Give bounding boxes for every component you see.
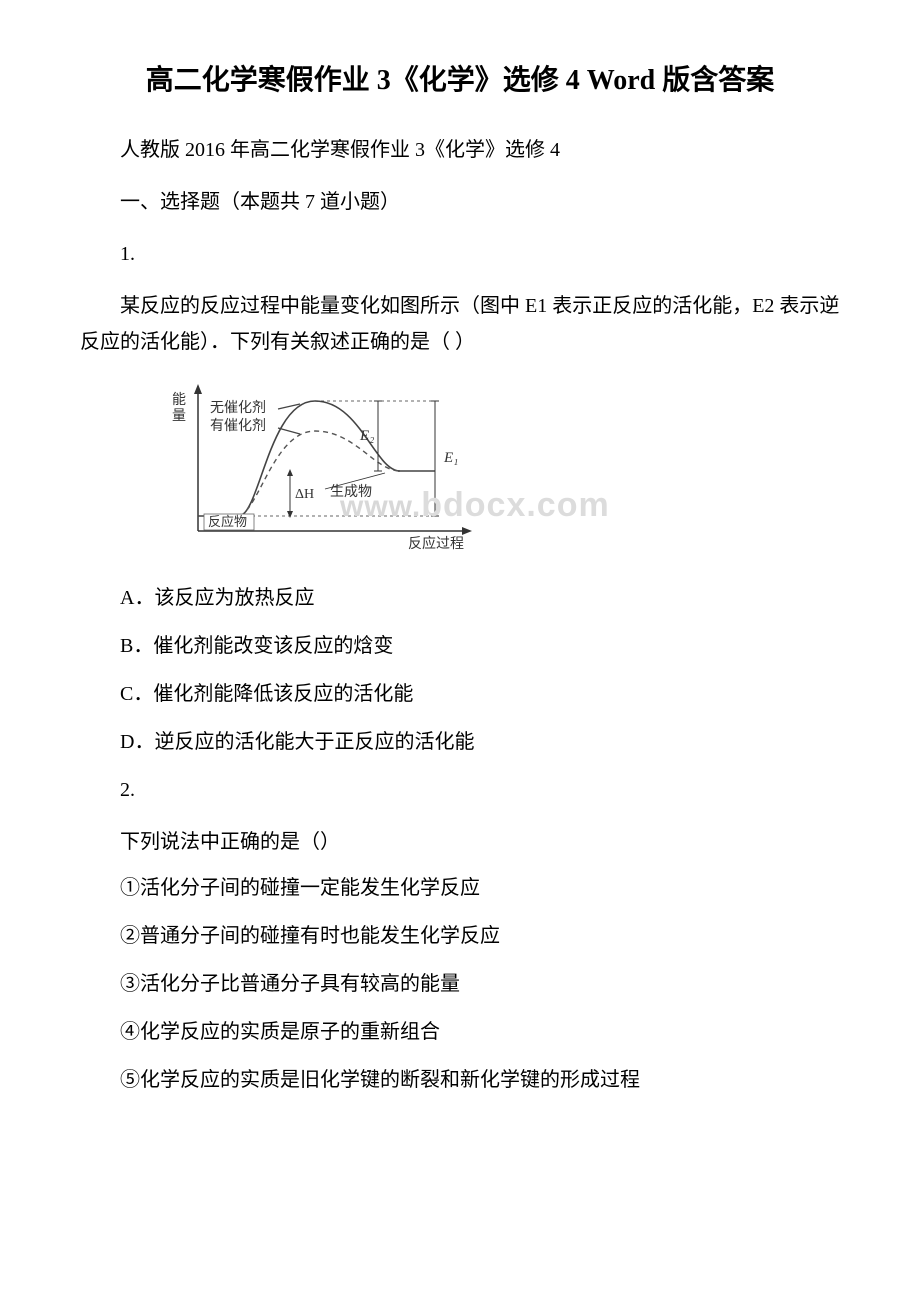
svg-text:量: 量 xyxy=(172,408,186,424)
q1-option-a: A．该反应为放热反应 xyxy=(80,580,840,616)
label-dh: ΔH xyxy=(295,487,314,502)
question-number-2: 2. xyxy=(80,772,840,808)
q2-item-3: ③活化分子比普通分子具有较高的能量 xyxy=(80,966,840,1002)
q2-item-2: ②普通分子间的碰撞有时也能发生化学反应 xyxy=(80,918,840,954)
legend-dashed: 有催化剂 xyxy=(210,418,266,434)
q2-item-4: ④化学反应的实质是原子的重新组合 xyxy=(80,1014,840,1050)
label-e1: E₁ xyxy=(443,450,458,466)
question-1-text: 某反应的反应过程中能量变化如图所示（图中 E1 表示正反应的活化能，E2 表示逆… xyxy=(80,295,839,353)
x-axis-label: 反应过程 xyxy=(408,535,464,552)
question-number-1: 1. xyxy=(80,236,840,272)
page-title: 高二化学寒假作业 3《化学》选修 4 Word 版含答案 xyxy=(80,60,840,102)
section-heading: 一、选择题（本题共 7 道小题） xyxy=(80,184,840,220)
q1-option-b: B．催化剂能改变该反应的焓变 xyxy=(80,628,840,664)
legend-solid: 无催化剂 xyxy=(210,400,266,416)
question-2-prompt: 下列说法中正确的是（） xyxy=(80,824,840,860)
q2-item-5: ⑤化学反应的实质是旧化学键的断裂和新化学键的形成过程 xyxy=(80,1062,840,1098)
label-reactants: 反应物 xyxy=(208,514,247,529)
intro-text: 人教版 2016 年高二化学寒假作业 3《化学》选修 4 xyxy=(80,132,840,168)
q2-item-1: ①活化分子间的碰撞一定能发生化学反应 xyxy=(80,870,840,906)
q1-option-c: C．催化剂能降低该反应的活化能 xyxy=(80,676,840,712)
question-1-prompt: 某反应的反应过程中能量变化如图所示（图中 E1 表示正反应的活化能，E2 表示逆… xyxy=(80,288,840,360)
q1-option-d: D．逆反应的活化能大于正反应的活化能 xyxy=(80,724,840,760)
energy-diagram: 能 量 无催化剂 有催化剂 E₂ E₁ ΔH 生成 xyxy=(160,376,520,556)
label-e2: E₂ xyxy=(359,428,374,444)
y-axis-label: 能 xyxy=(172,392,186,408)
